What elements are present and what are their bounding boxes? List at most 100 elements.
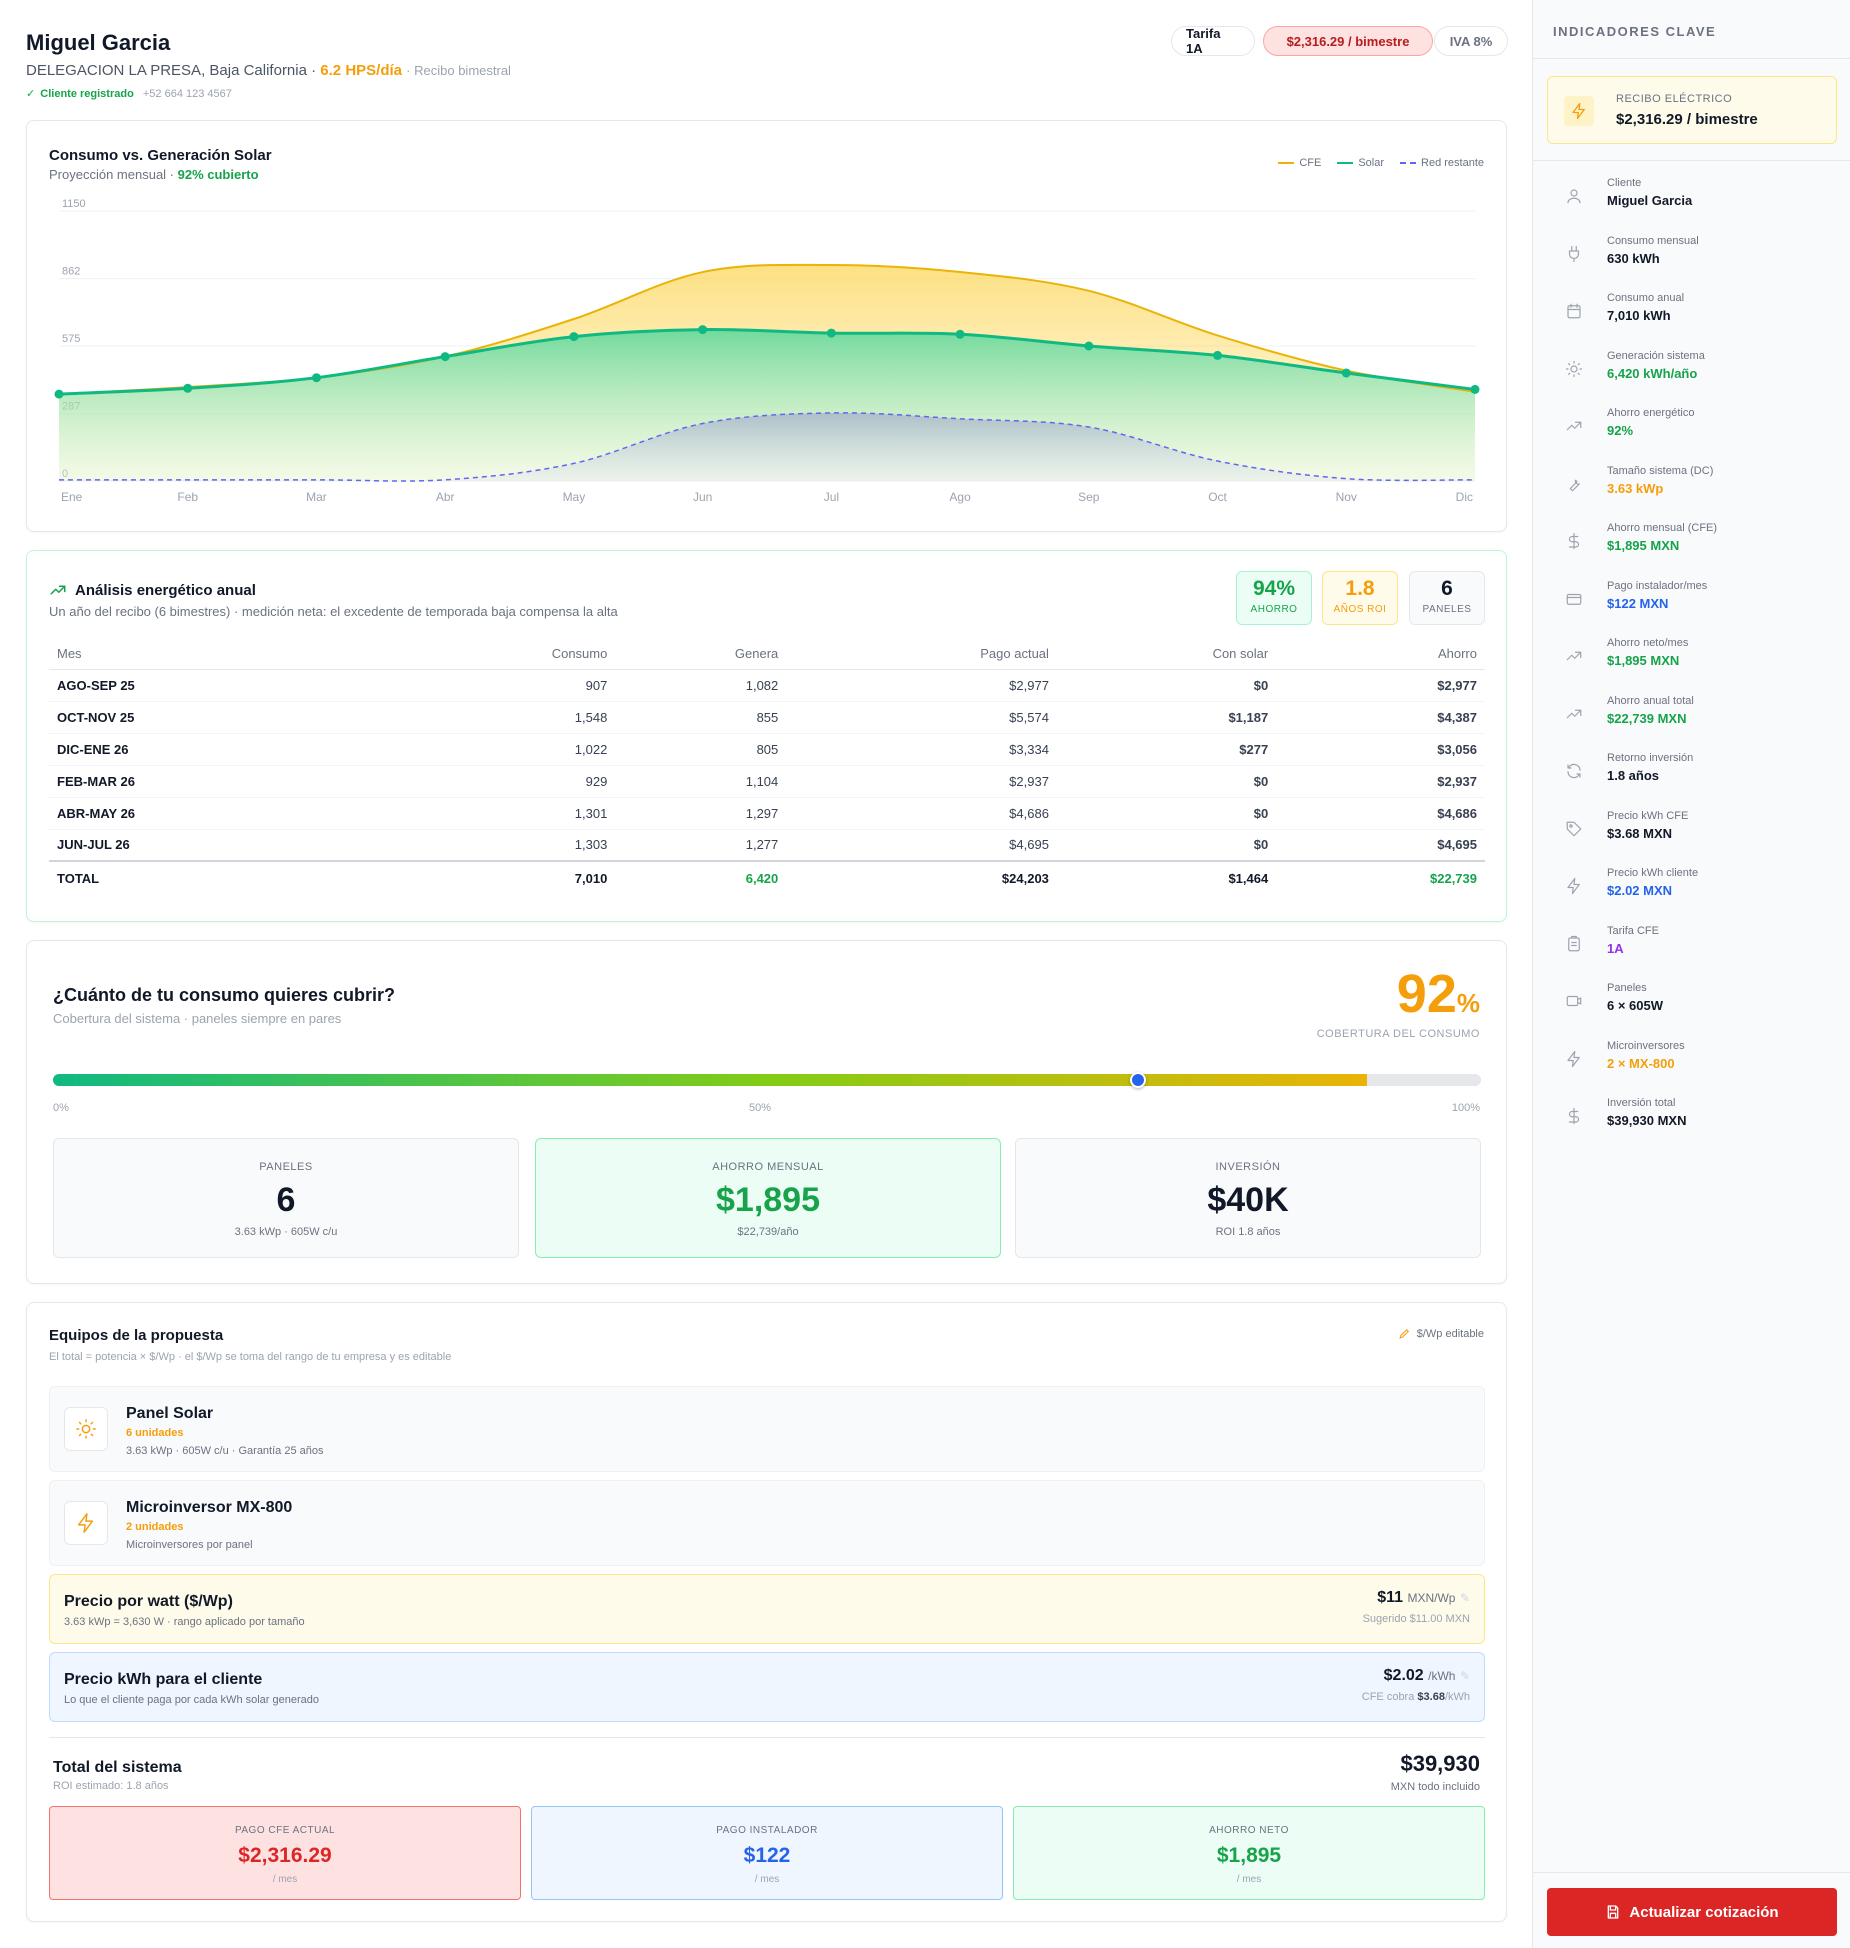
legend-solar: Solar [1337, 157, 1384, 169]
coverage-slider-fill [53, 1074, 1367, 1086]
user-icon [1557, 179, 1591, 213]
kpi-item: Microinversores 2 × MX-800 [1557, 1036, 1837, 1082]
table-row: DIC-ENE 26 1,022 805 $3,334 $277 $3,056 [49, 733, 1485, 766]
card-icon [1557, 582, 1591, 616]
coverage-subtitle: Cobertura del sistema · paneles siempre … [53, 1011, 342, 1026]
table-row: ABR-MAY 26 1,301 1,297 $4,686 $0 $4,686 [49, 797, 1485, 830]
analysis-subtitle: Un año del recibo (6 bimestres) · medici… [49, 604, 618, 619]
analysis-table: Mes Consumo Genera Pago actual Con solar Ahor… [49, 639, 1485, 895]
kpi-item: Ahorro neto/mes $1,895 MXN [1557, 633, 1837, 679]
solar-point[interactable] [440, 352, 450, 362]
table-row: JUN-JUL 26 1,303 1,277 $4,695 $0 $4,695 [49, 829, 1485, 862]
hps-value: 6.2 HPS/día [320, 62, 402, 79]
x-tick-label: Sep [1078, 490, 1100, 504]
x-tick-label: Abr [436, 490, 455, 504]
calendar-icon [1557, 294, 1591, 328]
x-tick-label: Mar [306, 490, 327, 504]
x-tick-label: Nov [1336, 490, 1357, 504]
solar-point[interactable] [955, 329, 965, 339]
solar-point[interactable] [826, 328, 836, 338]
bill-badge: $2,316.29 / bimestre [1263, 26, 1433, 56]
kpi-item: Ahorro anual total $22,739 MXN [1557, 691, 1837, 737]
coverage-slider-track[interactable] [53, 1072, 1481, 1088]
table-row: AGO-SEP 25 907 1,082 $2,977 $0 $2,977 [49, 669, 1485, 702]
price-per-watt-row[interactable]: Precio por watt ($/Wp) 3.63 kWp = 3,630 … [49, 1574, 1485, 1644]
sidebar: INDICADORES CLAVE RECIBO ELÉCTRICO $2,31… [1532, 0, 1850, 1948]
trend-up-icon [50, 585, 66, 595]
equipment-item-panel: Panel Solar 6 unidades 3.63 kWp · 605W c… [49, 1386, 1485, 1472]
equipment-card: Equipos de la propuesta El total = poten… [26, 1302, 1507, 1922]
consumption-chart: 02875758621150EneFebMarAbrMayJunJulAgoSe… [54, 198, 1480, 504]
panel-icon [1557, 984, 1591, 1018]
solar-point[interactable] [1470, 384, 1480, 394]
kpi-item: Precio kWh cliente $2.02 MXN [1557, 863, 1837, 909]
wp-editable-link[interactable]: $/Wp editable [1398, 1327, 1484, 1340]
tag-icon [1557, 812, 1591, 846]
dollar-icon [1557, 1099, 1591, 1133]
system-total-title: Total del sistema [53, 1759, 182, 1776]
billing-type: Recibo bimestral [414, 63, 511, 78]
kpi-item: Ahorro mensual (CFE) $1,895 MXN [1557, 518, 1837, 564]
system-total-sub: ROI estimado: 1.8 años [53, 1780, 169, 1792]
table-row: FEB-MAR 26 929 1,104 $2,937 $0 $2,937 [49, 765, 1485, 798]
price-kwh-row[interactable]: Precio kWh para el cliente Lo que el cli… [49, 1652, 1485, 1722]
coverage-percent-label: COBERTURA DEL CONSUMO [1316, 1028, 1480, 1040]
stat-roi: 1.8 AÑOS ROI [1322, 571, 1398, 625]
analysis-header: Análisis energético anual [49, 581, 256, 599]
y-tick-label: 575 [62, 333, 80, 345]
investment-box: INVERSIÓN $40K ROI 1.8 años [1015, 1138, 1481, 1258]
solar-point[interactable] [569, 332, 579, 342]
stat-ahorro: 94% AHORRO [1236, 571, 1312, 625]
clipboard-icon [1557, 927, 1591, 961]
table-row: OCT-NOV 25 1,548 855 $5,574 $1,187 $4,387 [49, 701, 1485, 734]
kpi-item: Generación sistema 6,420 kWh/año [1557, 346, 1837, 392]
chart-legend: CFE Solar Red restante [1278, 157, 1484, 169]
equipment-title: Equipos de la propuesta [49, 1327, 224, 1344]
kpi-item: Retorno inversión 1.8 años [1557, 748, 1837, 794]
solar-point[interactable] [311, 373, 321, 383]
x-tick-label: Jun [693, 490, 712, 504]
wrench-icon [1557, 467, 1591, 501]
net-savings-box: AHORRO NETO $1,895/ mes [1013, 1806, 1485, 1900]
system-total-value-sub: MXN todo incluido [1390, 1781, 1480, 1793]
system-total-value: $39,930 [1400, 1751, 1480, 1776]
coverage-card: ¿Cuánto de tu consumo quieres cubrir? Co… [26, 940, 1507, 1284]
price-per-watt-value[interactable]: $11 [1377, 1589, 1404, 1606]
y-tick-label: 1150 [62, 198, 86, 210]
solar-point[interactable] [698, 325, 708, 335]
coverage-title: ¿Cuánto de tu consumo quieres cubrir? [53, 985, 396, 1005]
client-location: DELEGACION LA PRESA, Baja California [26, 62, 307, 79]
kpi-item: Cliente Miguel Garcia [1557, 173, 1837, 219]
coverage-slider-thumb[interactable] [1130, 1072, 1147, 1088]
trend-icon [1557, 697, 1591, 731]
legend-red: Red restante [1400, 157, 1484, 169]
plug-icon [1557, 237, 1591, 271]
kpi-item: Ahorro energético 92% [1557, 403, 1837, 449]
sun-icon [64, 1407, 108, 1451]
sidebar-divider [1533, 1872, 1850, 1873]
trend-icon [1557, 409, 1591, 443]
kpi-item: Tamaño sistema (DC) 3.63 kWp [1557, 461, 1837, 507]
price-kwh-value[interactable]: $2.02 [1383, 1667, 1424, 1684]
pencil-icon[interactable]: ✎ [1459, 1591, 1470, 1605]
solar-point[interactable] [1213, 350, 1223, 360]
check-icon: ✓ [26, 88, 36, 100]
y-tick-label: 862 [62, 266, 80, 278]
x-tick-label: Dic [1456, 490, 1473, 504]
sidebar-title: INDICADORES CLAVE [1553, 24, 1717, 39]
update-quote-button[interactable]: Actualizar cotización [1547, 1888, 1837, 1936]
pencil-icon[interactable]: ✎ [1459, 1669, 1470, 1683]
solar-point[interactable] [1341, 368, 1351, 378]
sidebar-divider [1533, 160, 1850, 161]
kpi-item: Precio kWh CFE $3.68 MXN [1557, 806, 1837, 852]
kpi-item: Paneles 6 × 605W [1557, 978, 1837, 1024]
solar-point[interactable] [1084, 341, 1094, 351]
slider-tick-0: 0% [53, 1102, 69, 1114]
coverage-percent: 92% [1396, 964, 1480, 1024]
main-panel: Miguel Garcia DELEGACION LA PRESA, Baja … [26, 26, 1508, 1922]
sidebar-divider [1533, 58, 1850, 59]
panels-box: PANELES 6 3.63 kWp · 605W c/u [53, 1138, 519, 1258]
solar-point[interactable] [54, 389, 64, 399]
solar-point[interactable] [183, 383, 193, 393]
kpi-item: Consumo mensual 630 kWh [1557, 231, 1837, 277]
